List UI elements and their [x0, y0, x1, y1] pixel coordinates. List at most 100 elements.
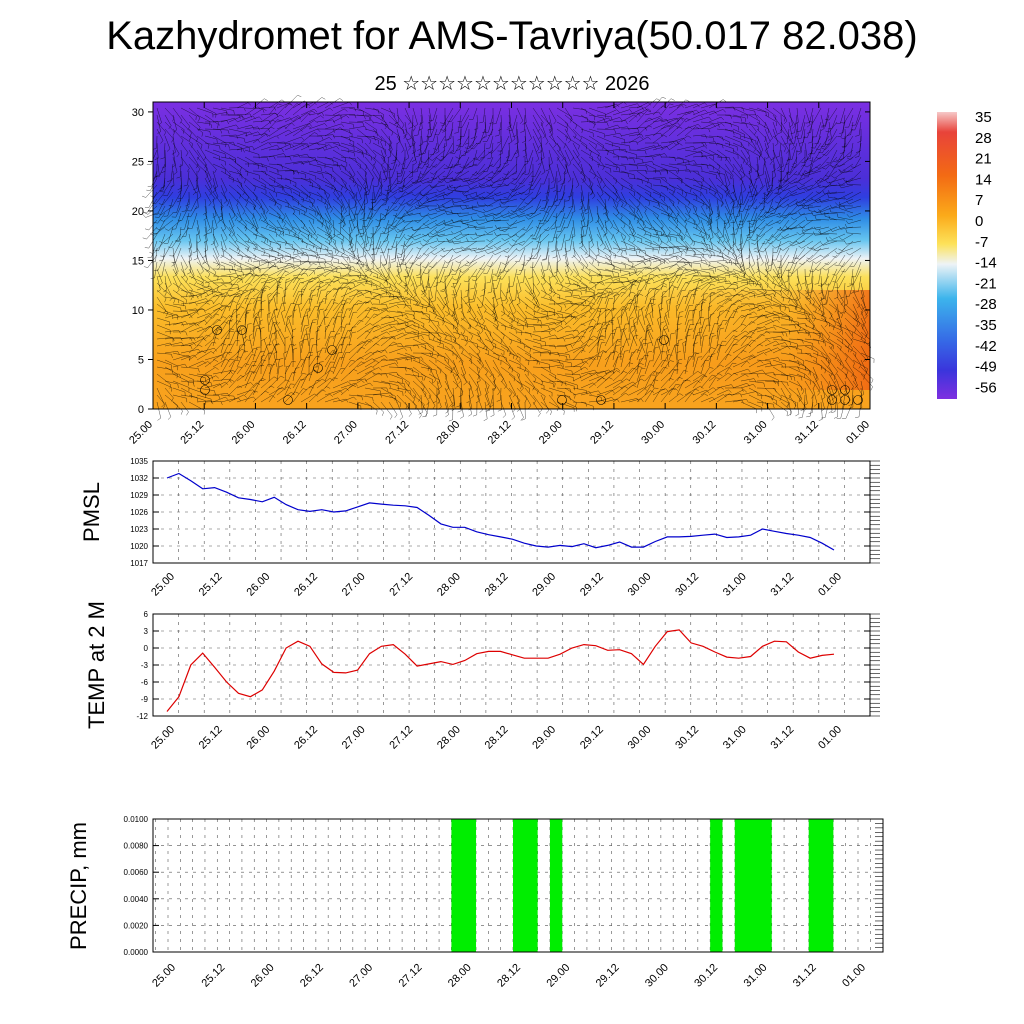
x-tick-label: 29.12 [594, 962, 622, 990]
x-tick-label: 28.00 [446, 962, 474, 990]
colorbar-ramp [937, 112, 957, 399]
x-tick-label: 01.00 [816, 724, 844, 752]
x-tick-label: 26.00 [244, 571, 272, 599]
cross-section-panel: 0 5 10 15 20 25 30 25.00 25.12 26.00 26.12 27.00 27… [127, 94, 875, 447]
y-tick-label: 0.0000 [124, 948, 149, 957]
x-tick-label: 25.12 [178, 419, 206, 447]
x-tick-label: 27.00 [340, 724, 368, 752]
x-tick-label: 28.12 [483, 571, 511, 599]
x-tick-label: 26.12 [298, 962, 326, 990]
calm-circle [212, 325, 222, 335]
colorbar-label: -42 [975, 338, 997, 355]
y-tick-label: 30 [132, 107, 144, 119]
chart-subtitle: 25 ☆☆☆☆☆☆☆☆☆☆☆ 2026 [374, 73, 650, 95]
x-tick-label: 26.12 [292, 571, 320, 599]
x-tick-label: 31.00 [742, 419, 770, 447]
precip-bar [808, 819, 834, 952]
colorbar-label: -56 [975, 379, 997, 396]
y-tick-label: 3 [144, 627, 149, 636]
x-tick-label: 25.00 [127, 419, 155, 447]
precip-ylabel: PRECIP, mm [66, 822, 91, 950]
y-tick-label: 0.0040 [124, 895, 149, 904]
x-tick-label: 25.12 [197, 724, 225, 752]
x-tick-label: 28.12 [483, 724, 511, 752]
y-tick-label: 1020 [130, 542, 148, 551]
y-tick-label: 1029 [130, 491, 148, 500]
calm-circle [853, 395, 863, 405]
x-tick-label: 30.12 [691, 419, 719, 447]
calm-circle [327, 345, 337, 355]
y-tick-label: -9 [141, 695, 149, 704]
y-tick-label: 0.0100 [124, 815, 149, 824]
colorbar-label: 14 [975, 171, 992, 188]
y-tick-label: 0.0060 [124, 868, 149, 877]
x-tick-label: 27.12 [397, 962, 425, 990]
calm-circle [557, 395, 567, 405]
x-tick-label: 27.12 [387, 724, 415, 752]
chart-title: Kazhydromet for AMS-Tavriya(50.017 82.03… [106, 14, 918, 58]
barb-path [142, 94, 875, 422]
x-tick-label: 28.12 [486, 419, 514, 447]
x-tick-label: 26.00 [244, 724, 272, 752]
y-tick-label: 0 [138, 404, 144, 416]
x-tick-label: 31.00 [721, 571, 749, 599]
colorbar-label: -49 [975, 359, 997, 376]
x-tick-label: 26.12 [281, 419, 309, 447]
x-tick-label: 27.00 [332, 419, 360, 447]
calm-circle [659, 335, 669, 345]
y-tick-label: 1026 [130, 508, 148, 517]
x-tick-label: 31.12 [769, 571, 797, 599]
x-tick-label: 30.00 [643, 962, 671, 990]
x-tick-label: 27.12 [383, 419, 411, 447]
y-tick-label: 25 [132, 156, 144, 168]
colorbar: 35 28 21 14 7 0 -7 -14 -21 -28 -35 -42 -49 -56 [937, 109, 997, 399]
calm-circle [596, 395, 606, 405]
colorbar-label: 21 [975, 151, 992, 168]
x-tick-label: 29.00 [530, 571, 558, 599]
x-tick-label: 29.12 [578, 571, 606, 599]
y-tick-label: 1035 [130, 457, 148, 466]
x-tick-label: 25.00 [149, 724, 177, 752]
calm-circle [840, 395, 850, 405]
x-tick-label: 01.00 [816, 571, 844, 599]
x-tick-label: 26.00 [249, 962, 277, 990]
precip-bar [451, 819, 477, 952]
x-tick-label: 25.12 [199, 962, 227, 990]
x-tick-label: 27.00 [347, 962, 375, 990]
x-tick-label: 26.12 [292, 724, 320, 752]
y-tick-label: 1032 [130, 474, 148, 483]
calm-circle [827, 395, 837, 405]
x-tick-label: 31.12 [791, 962, 819, 990]
x-tick-label: 29.12 [588, 419, 616, 447]
temp-ylabel: TEMP at 2 M [84, 601, 109, 729]
calm-circle [200, 385, 210, 395]
temp-grid [152, 614, 871, 716]
x-tick-label: 30.12 [692, 962, 720, 990]
wind-barbs [142, 94, 875, 422]
precip-bars [451, 819, 834, 952]
pmsl-grid [152, 461, 871, 563]
x-tick-label: 26.00 [230, 419, 258, 447]
colorbar-label: -7 [975, 234, 988, 251]
x-tick-label: 30.00 [626, 571, 654, 599]
x-tick-label: 31.12 [769, 724, 797, 752]
colorbar-label: 35 [975, 109, 992, 126]
precip-bar [710, 819, 723, 952]
x-tick-label: 31.00 [721, 724, 749, 752]
x-tick-label: 28.12 [495, 962, 523, 990]
x-tick-label: 25.12 [197, 571, 225, 599]
x-tick-label: 28.00 [434, 419, 462, 447]
cross-section-y-axis: 0 5 10 15 20 25 30 [132, 107, 870, 416]
y-tick-label: -12 [136, 712, 148, 721]
y-tick-label: 0 [144, 644, 149, 653]
x-tick-label: 31.00 [742, 962, 770, 990]
x-tick-label: 30.00 [626, 724, 654, 752]
y-tick-label: 1017 [130, 559, 148, 568]
colorbar-labels: 35 28 21 14 7 0 -7 -14 -21 -28 -35 -42 -49 -56 [975, 109, 997, 396]
x-tick-label: 01.00 [844, 419, 872, 447]
x-tick-label: 31.12 [793, 419, 821, 447]
